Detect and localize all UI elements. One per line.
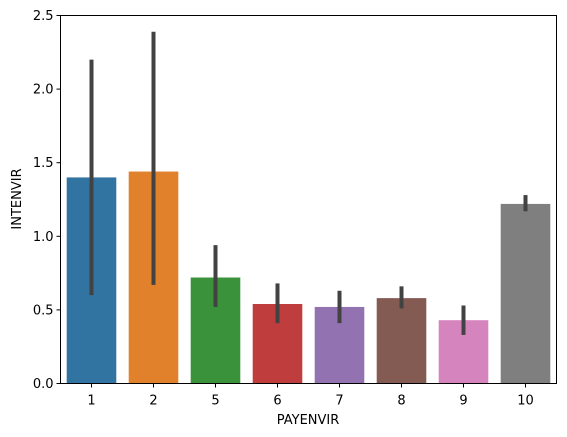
- x-tick-label-2: 2: [149, 394, 157, 409]
- x-axis-label: PAYENVIR: [277, 413, 340, 428]
- bar-8: [376, 298, 427, 384]
- x-tick-label-1: 1: [87, 394, 95, 409]
- y-tick-label-4: 2.0: [33, 83, 54, 98]
- bars-group: [66, 171, 551, 384]
- x-axis: 1 2 5 6 7 8 9 10: [87, 383, 534, 409]
- y-tick-label-5: 2.5: [33, 9, 54, 24]
- y-tick-label-0: 0.0: [33, 377, 54, 392]
- x-tick-label-7: 7: [335, 394, 343, 409]
- x-tick-label-6: 6: [273, 394, 281, 409]
- y-axis: 0.0 0.5 1.0 1.5 2.0 2.5: [33, 9, 61, 392]
- x-tick-label-9: 9: [459, 394, 467, 409]
- x-tick-label-10: 10: [517, 394, 534, 409]
- y-tick-label-2: 1.0: [33, 230, 54, 245]
- x-tick-label-5: 5: [211, 394, 219, 409]
- error-bars-group: [89, 31, 528, 335]
- plot-frame: [60, 15, 557, 384]
- x-tick-label-8: 8: [397, 394, 405, 409]
- y-tick-label-1: 0.5: [33, 303, 54, 318]
- bar-10: [500, 203, 551, 384]
- y-tick-label-3: 1.5: [33, 156, 54, 171]
- y-axis-label: INTENVIR: [10, 168, 25, 229]
